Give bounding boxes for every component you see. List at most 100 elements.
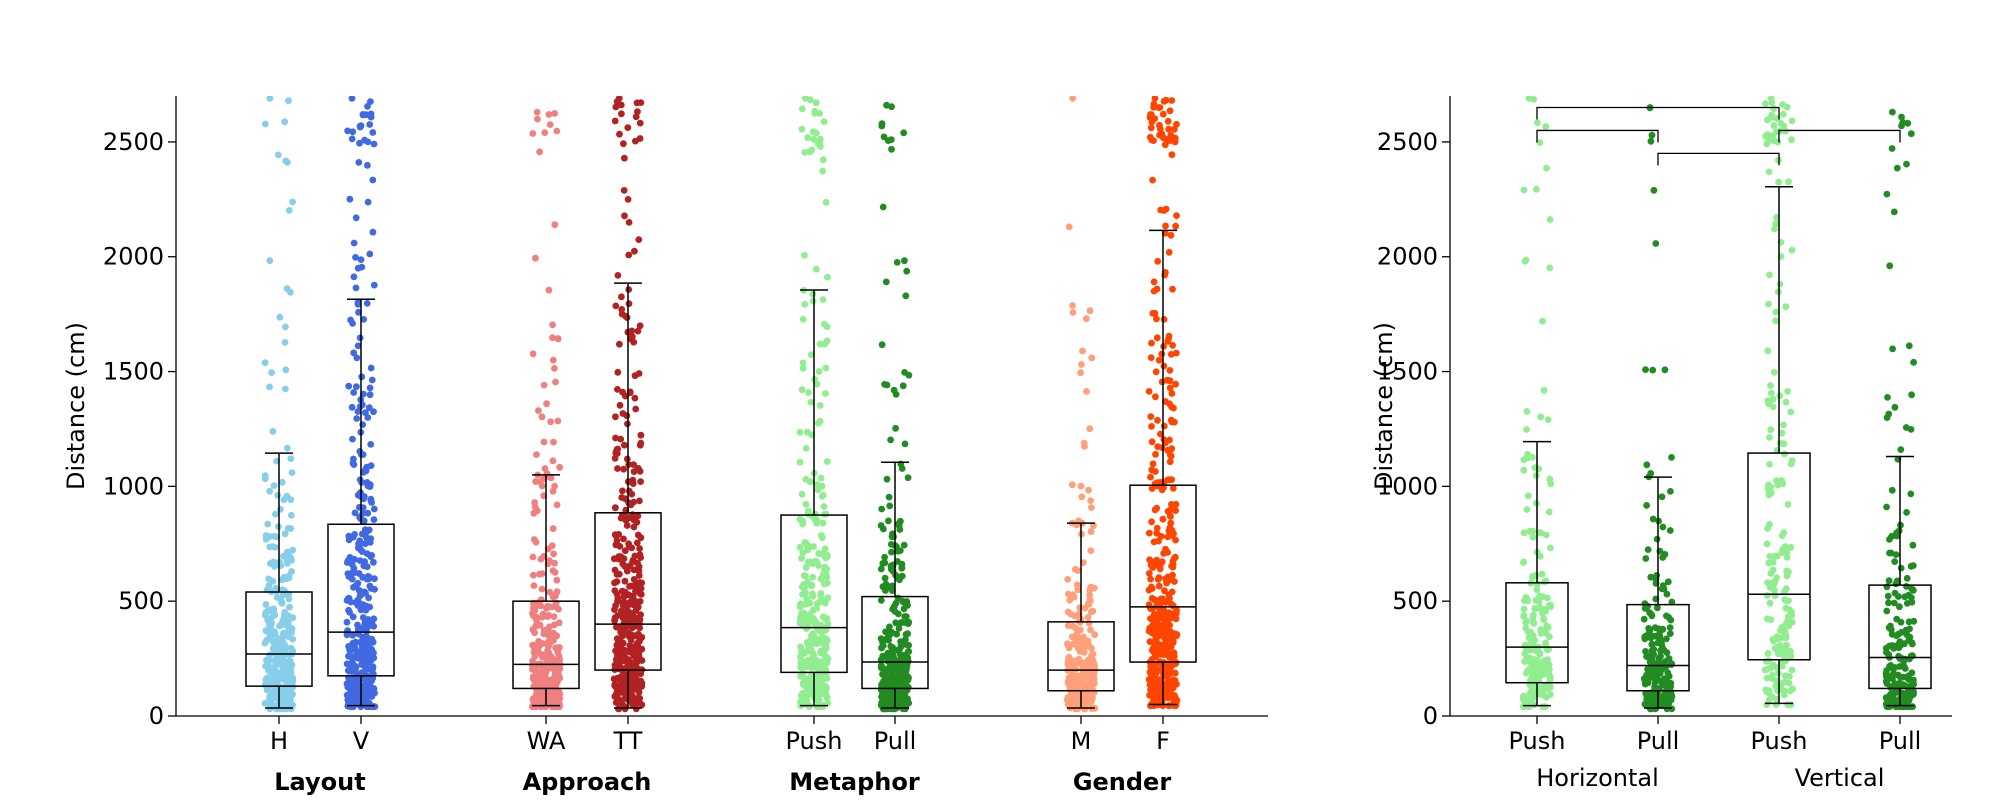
data-point [616, 543, 624, 550]
data-point [366, 121, 374, 128]
data-point [797, 659, 805, 667]
data-point [888, 699, 896, 707]
data-point [289, 198, 296, 206]
data-point [798, 386, 806, 394]
data-point [1649, 515, 1657, 523]
group-label: Gender [1073, 768, 1172, 796]
data-point [620, 187, 628, 194]
data-point [354, 299, 362, 306]
data-point [819, 637, 826, 644]
data-point [543, 400, 550, 408]
data-point [274, 491, 282, 499]
data-point [1145, 529, 1153, 537]
data-point [1540, 615, 1547, 623]
data-point [881, 559, 889, 567]
data-point [344, 127, 351, 135]
data-point [353, 383, 360, 390]
data-point [553, 127, 561, 135]
data-point [536, 678, 544, 686]
data-point [269, 678, 277, 685]
group-label: Metaphor [789, 768, 920, 796]
data-point [1883, 414, 1891, 421]
data-point [800, 572, 808, 579]
data-point [1651, 682, 1658, 690]
data-point [1546, 216, 1554, 223]
data-point [1521, 658, 1528, 665]
data-point [1897, 446, 1905, 453]
data-point [1526, 690, 1534, 698]
data-point [1166, 377, 1174, 385]
data-point [632, 587, 639, 595]
data-point [1666, 527, 1674, 534]
data-point [1149, 176, 1156, 184]
data-point [1086, 307, 1094, 315]
data-point [368, 376, 376, 384]
data-point [348, 403, 356, 411]
data-point [1169, 602, 1177, 610]
data-point [1165, 702, 1173, 710]
data-point [283, 575, 290, 583]
data-point [627, 501, 635, 509]
data-point [892, 677, 900, 685]
data-point [1542, 123, 1550, 131]
data-point [614, 555, 622, 563]
data-point [1883, 649, 1890, 656]
data-point [809, 297, 817, 305]
data-point [278, 619, 286, 627]
data-point [529, 641, 537, 649]
data-point [1665, 655, 1673, 663]
data-point [612, 413, 619, 421]
data-point [1150, 100, 1158, 108]
data-point [887, 541, 895, 548]
data-point [621, 577, 629, 585]
data-point [1901, 593, 1909, 601]
data-point [1536, 651, 1544, 658]
data-point [1647, 137, 1655, 145]
y-tick-label: 1000 [103, 472, 164, 500]
data-point [365, 404, 373, 411]
data-point [1152, 669, 1159, 677]
data-point [1647, 573, 1655, 581]
data-point [1159, 515, 1167, 523]
data-point [549, 457, 557, 465]
data-point [619, 388, 626, 396]
data-point [1541, 628, 1548, 636]
data-point [1781, 450, 1788, 458]
data-point [366, 250, 374, 258]
data-point [1522, 624, 1530, 632]
data-point [1172, 500, 1180, 508]
data-point [360, 316, 368, 323]
data-point [878, 693, 885, 701]
data-point [352, 284, 360, 292]
data-point [343, 631, 351, 639]
data-point [1148, 423, 1155, 430]
data-point [364, 509, 372, 517]
data-point [616, 401, 624, 409]
data-point [1079, 692, 1086, 700]
data-point [629, 556, 637, 564]
data-point [1081, 673, 1089, 681]
data-point [1150, 278, 1158, 286]
data-point [353, 415, 361, 422]
data-point [821, 320, 828, 328]
data-point [819, 519, 827, 527]
data-point [1547, 480, 1555, 488]
data-point [1532, 597, 1540, 604]
data-point [1081, 604, 1089, 612]
data-point [1087, 584, 1095, 591]
data-point [352, 254, 359, 261]
data-point [625, 219, 633, 226]
data-point [1166, 107, 1174, 115]
x-tick-label: Push [1509, 727, 1566, 755]
data-point [266, 632, 274, 640]
data-point [815, 419, 822, 427]
data-point [281, 530, 289, 538]
data-point [805, 389, 812, 396]
data-point [1073, 678, 1081, 686]
data-point [271, 669, 279, 677]
data-point [533, 451, 540, 458]
data-point [353, 690, 361, 697]
data-point [1158, 486, 1166, 494]
box-iqr [1626, 603, 1690, 692]
data-point [1089, 650, 1097, 658]
